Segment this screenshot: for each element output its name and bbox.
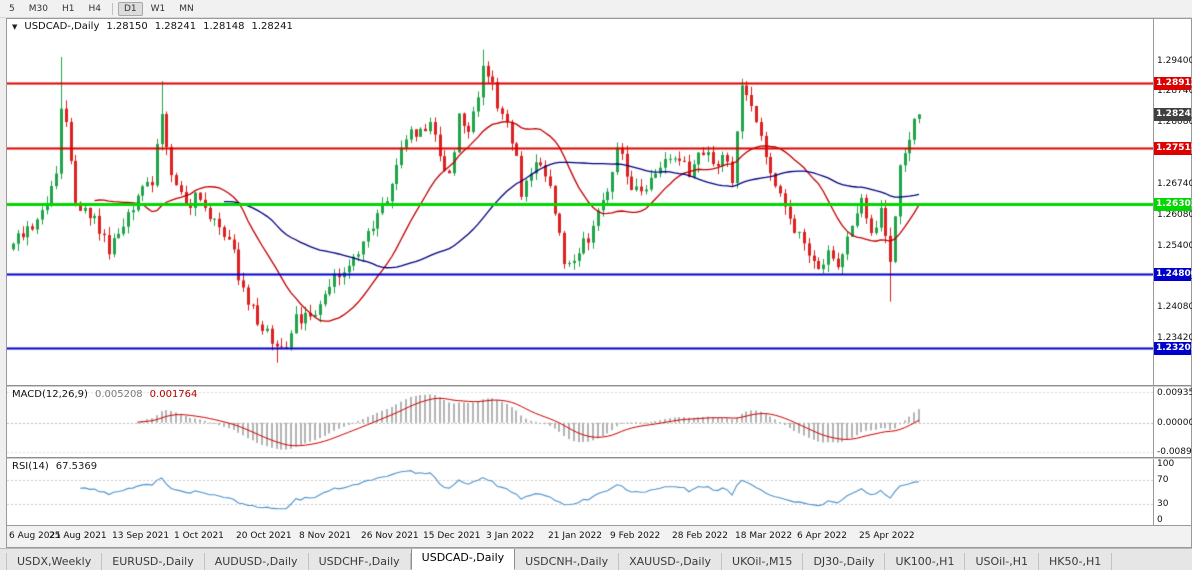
macd-signal-value: 0.001764 <box>149 389 198 400</box>
macd-header: MACD(12,26,9) 0.005208 0.001764 <box>12 389 197 400</box>
chart-tab[interactable]: USDCHF-,Daily <box>309 553 411 570</box>
date-axis-label: 1 Oct 2021 <box>174 531 224 541</box>
date-axis-label: 6 Aug 2021 <box>9 531 61 541</box>
symbol-dropdown-icon[interactable]: ▼ <box>12 22 18 31</box>
chart-tab-bar: USDX,Weekly EURUSD-,Daily AUDUSD-,Daily USD… <box>0 548 1192 570</box>
hline-price-tag: 1.23203 <box>1154 342 1192 355</box>
chart-tab[interactable]: AUDUSD-,Daily <box>205 553 309 570</box>
chart-tab[interactable]: USDCAD-,Daily <box>410 549 516 570</box>
price-axis-label: 1.28080 <box>1157 116 1192 127</box>
ohlc-open: 1.28150 <box>106 21 148 32</box>
date-axis-label: 21 Jan 2022 <box>548 531 602 541</box>
rsi-label: RSI(14) <box>12 461 49 472</box>
rsi-axis-label: 0 <box>1157 515 1163 525</box>
macd-pane: MACD(12,26,9) 0.005208 0.001764 0.00935 0… <box>7 387 1192 457</box>
timeframe-button-h1[interactable]: H1 <box>61 3 75 14</box>
price-pane: ▼ USDCAD-,Daily 1.28150 1.28241 1.28148 … <box>7 19 1192 385</box>
date-axis-label: 6 Apr 2022 <box>797 531 847 541</box>
date-axis-label: 3 Jan 2022 <box>486 531 535 541</box>
macd-axis: 0.00935 0.00000 -0.00890 <box>1153 387 1192 457</box>
ohlc-high: 1.28241 <box>154 21 197 32</box>
chart-window: ▼ USDCAD-,Daily 1.28150 1.28241 1.28148 … <box>6 18 1192 548</box>
price-axis-label: 1.25400 <box>1157 241 1192 251</box>
date-axis-label: 20 Oct 2021 <box>236 531 292 541</box>
chart-tab[interactable]: EURUSD-,Daily <box>102 553 205 570</box>
ohlc-close: 1.28241 <box>251 21 293 32</box>
rsi-header: RSI(14) 67.5369 <box>12 461 97 472</box>
macd-value: 0.005208 <box>94 389 143 400</box>
price-axis-label: 1.29400 <box>1157 55 1192 66</box>
price-axis-label: 1.26080 <box>1157 209 1192 220</box>
rsi-indicator-canvas[interactable] <box>7 459 1153 525</box>
rsi-value: 67.5369 <box>55 461 98 472</box>
chart-tab[interactable]: USOil-,H1 <box>965 553 1039 570</box>
toolbar-separator <box>111 2 113 15</box>
price-axis-label: 1.23420 <box>1157 332 1192 343</box>
chart-tab[interactable]: USDCNH-,Daily <box>515 553 620 570</box>
chart-symbol-title: USDCAD-,Daily <box>24 21 100 32</box>
macd-indicator-canvas[interactable] <box>7 387 1153 457</box>
timeframe-button-h4[interactable]: H4 <box>88 3 101 14</box>
date-axis-label: 25 Apr 2022 <box>859 531 915 541</box>
pane-splitter[interactable] <box>7 385 1191 387</box>
date-axis-label: 18 Mar 2022 <box>735 531 793 541</box>
rsi-axis-label: 30 <box>1157 498 1169 509</box>
chart-tab[interactable]: UK100-,H1 <box>885 553 966 570</box>
timeframe-button-d1[interactable]: D1 <box>117 1 143 16</box>
rsi-pane: RSI(14) 67.5369 100 70 30 0 <box>7 459 1191 525</box>
chart-tab[interactable]: USDX,Weekly <box>6 553 103 570</box>
time-axis[interactable]: 6 Aug 2021 25 Aug 2021 13 Sep 2021 1 Oct 20… <box>7 525 1191 547</box>
price-axis-label: 1.24080 <box>1157 302 1192 313</box>
hline-price-tag: 1.24800 <box>1154 268 1192 281</box>
date-axis-label: 9 Feb 2022 <box>610 531 661 541</box>
timeframe-button-w1[interactable]: W1 <box>150 3 166 14</box>
hline-price-tag: 1.27515 <box>1154 142 1192 155</box>
macd-axis-label: 0.00935 <box>1157 388 1192 398</box>
date-axis-label: 28 Feb 2022 <box>672 531 729 541</box>
chart-tab[interactable]: DJ30-,Daily <box>803 553 886 570</box>
timeframe-button-m30[interactable]: M30 <box>28 3 48 14</box>
pane-splitter[interactable] <box>7 457 1191 459</box>
rsi-axis: 100 70 30 0 <box>1153 459 1191 525</box>
chart-tab[interactable]: HK50-,H1 <box>1039 553 1113 570</box>
ohlc-low: 1.28148 <box>203 21 245 32</box>
price-axis-label: 1.28740 <box>1157 86 1192 97</box>
macd-axis-label: 0.00000 <box>1157 417 1192 428</box>
candlestick-chart-canvas[interactable] <box>7 19 1153 385</box>
rsi-axis-label: 100 <box>1157 459 1175 469</box>
timeframe-button-mn[interactable]: MN <box>179 3 194 14</box>
chart-tab[interactable]: UKOil-,M15 <box>722 553 804 570</box>
price-axis-label: 1.26740 <box>1157 178 1192 189</box>
date-axis-label: 15 Dec 2021 <box>423 531 481 541</box>
timeframe-button-5[interactable]: 5 <box>9 3 15 14</box>
chart-tab[interactable]: XAUUSD-,Daily <box>619 553 723 570</box>
date-axis-label: 8 Nov 2021 <box>299 531 351 541</box>
current-price-tag: 1.28241 <box>1154 108 1192 121</box>
hline-price-tag: 1.26303 <box>1154 198 1192 211</box>
rsi-axis-label: 70 <box>1157 475 1169 486</box>
date-axis-label: 26 Nov 2021 <box>361 531 419 541</box>
hline-price-tag: 1.28912 <box>1154 77 1192 90</box>
chart-ohlc-header: ▼ USDCAD-,Daily 1.28150 1.28241 1.28148 … <box>12 21 293 32</box>
timeframe-toolbar: 5 M30 H1 H4 D1 W1 MN <box>0 0 1192 18</box>
date-axis-label: 13 Sep 2021 <box>112 531 170 541</box>
date-axis-label: 25 Aug 2021 <box>49 531 107 541</box>
price-axis[interactable]: 1.294001.287401.280801.274001.267401.260… <box>1153 19 1192 385</box>
macd-axis-label: -0.00890 <box>1157 447 1192 457</box>
macd-label: MACD(12,26,9) <box>12 389 88 400</box>
